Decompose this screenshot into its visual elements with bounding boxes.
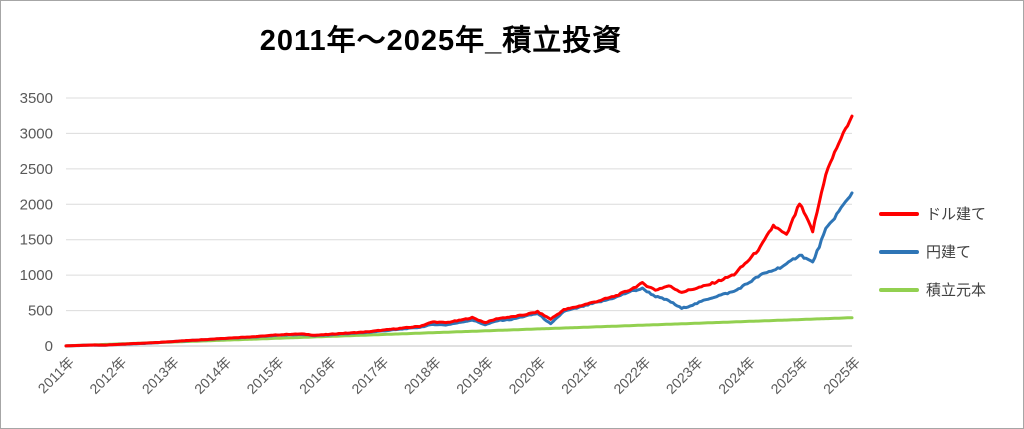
legend-line-swatch	[879, 211, 919, 216]
legend: ドル建て円建て積立元本	[879, 203, 1019, 300]
x-tick-label: 2014年	[191, 354, 234, 397]
x-tick-label: 2020年	[505, 354, 548, 397]
x-tick-label: 2024年	[715, 354, 758, 397]
legend-line-swatch	[879, 249, 919, 254]
y-tick-label: 1000	[20, 267, 53, 284]
x-tick-label: 2011年	[35, 354, 78, 397]
x-tick-label: 2013年	[139, 354, 182, 397]
x-tick-label: 2012年	[86, 354, 129, 397]
x-tick-label: 2022年	[610, 354, 653, 397]
x-tick-label: 2015年	[243, 354, 286, 397]
x-tick-label: 2021年	[558, 354, 601, 397]
x-tick-label: 2017年	[348, 354, 391, 397]
x-tick-label: 2025年	[820, 354, 863, 397]
legend-item-dollar: ドル建て	[879, 203, 1019, 224]
series-line-dollar	[64, 114, 854, 348]
legend-line-swatch	[879, 287, 919, 292]
x-tick-label: 2018年	[401, 354, 444, 397]
x-tick-label: 2016年	[296, 354, 339, 397]
y-tick-label: 0	[45, 338, 53, 355]
y-tick-label: 3500	[20, 90, 53, 107]
legend-item-principal: 積立元本	[879, 279, 1019, 300]
y-tick-label: 3000	[20, 125, 53, 142]
x-tick-label: 2023年	[663, 354, 706, 397]
x-tick-label: 2019年	[453, 354, 496, 397]
y-tick-label: 2000	[20, 196, 53, 213]
legend-label: ドル建て	[926, 206, 987, 223]
x-tick-label: 2025年	[767, 354, 810, 397]
y-tick-label: 2500	[20, 161, 53, 178]
y-tick-label: 500	[28, 303, 53, 320]
legend-item-yen: 円建て	[879, 241, 1019, 262]
legend-label: 積立元本	[926, 282, 987, 299]
legend-label: 円建て	[926, 244, 972, 261]
y-tick-label: 1500	[20, 232, 53, 249]
chart-title: 2011年～2025年_積立投資	[259, 25, 623, 57]
